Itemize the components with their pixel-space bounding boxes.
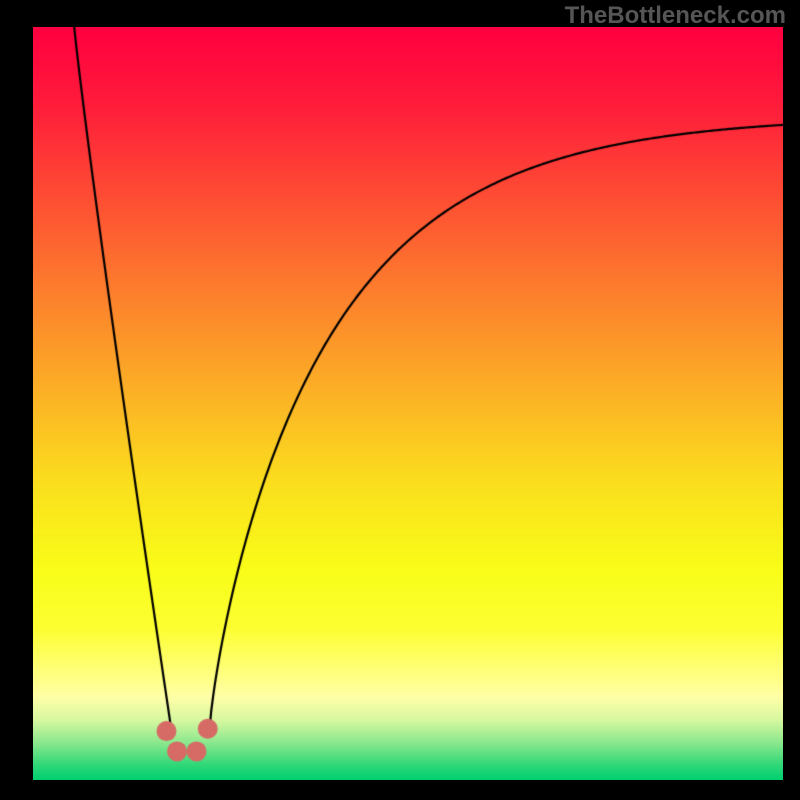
- chart-border-left: [0, 0, 33, 800]
- chart-canvas: [0, 0, 800, 800]
- attribution-text: TheBottleneck.com: [565, 2, 786, 30]
- chart-border-bottom: [0, 780, 800, 800]
- chart-container: TheBottleneck.com: [0, 0, 800, 800]
- chart-border-right: [783, 0, 800, 800]
